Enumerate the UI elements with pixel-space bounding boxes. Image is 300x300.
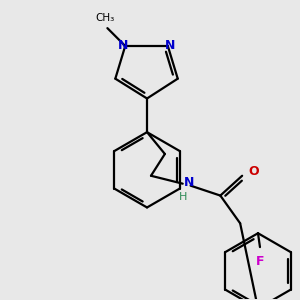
Text: H: H: [179, 192, 187, 202]
Text: N: N: [118, 40, 128, 52]
Text: N: N: [165, 40, 175, 52]
Text: F: F: [256, 255, 264, 268]
Text: O: O: [248, 165, 259, 178]
Text: CH₃: CH₃: [96, 13, 115, 23]
Text: N: N: [184, 176, 194, 189]
